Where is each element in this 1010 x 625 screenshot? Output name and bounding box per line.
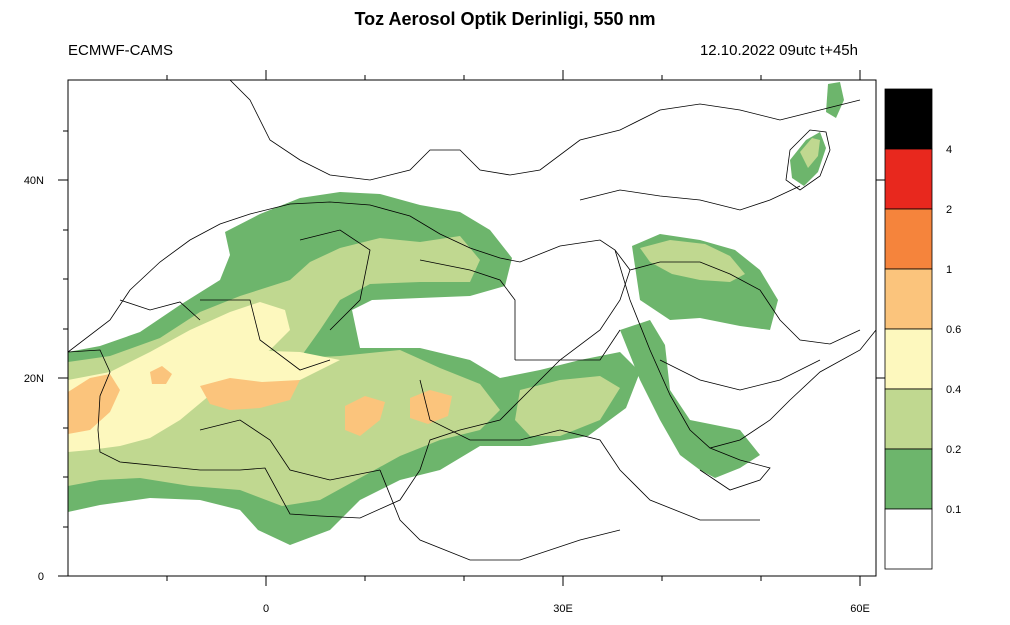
map-frame (67, 79, 877, 577)
legend-box-0-4 (884, 328, 933, 390)
lat-label-40n: 40N (24, 175, 44, 187)
legend-label-4: 4 (946, 144, 952, 156)
legend-label-0-6: 0.6 (946, 324, 961, 336)
lon-label-30e: 30E (553, 603, 573, 615)
coastlines (68, 80, 876, 561)
legend-box-0 (884, 508, 933, 570)
legend-box-1 (884, 208, 933, 270)
legend-box-0-1 (884, 448, 933, 510)
aod-contour-0-6 (68, 366, 452, 436)
legend-box-0-2 (884, 388, 933, 450)
legend-label-0-4: 0.4 (946, 384, 961, 396)
lat-label-20n: 20N (24, 373, 44, 385)
legend-label-2: 2 (946, 204, 952, 216)
legend-box-0-6 (884, 268, 933, 330)
legend-colorbar (884, 88, 933, 570)
forecast-time-label: 12.10.2022 09utc t+45h (699, 42, 858, 59)
legend-label-1: 1 (946, 264, 952, 276)
source-label: ECMWF-CAMS (68, 42, 173, 59)
lon-label-60e: 60E (850, 603, 870, 615)
lat-label-0: 0 (38, 571, 44, 583)
legend-box-4 (884, 88, 933, 150)
map-title: Toz Aerosol Optik Derinligi, 550 nm (354, 9, 656, 29)
legend-box-2 (884, 148, 933, 210)
legend-label-0-2: 0.2 (946, 444, 961, 456)
aod-field (68, 82, 844, 545)
lon-label-0: 0 (263, 603, 269, 615)
legend-label-0-1: 0.1 (946, 504, 961, 516)
axis-ticks (58, 70, 886, 586)
